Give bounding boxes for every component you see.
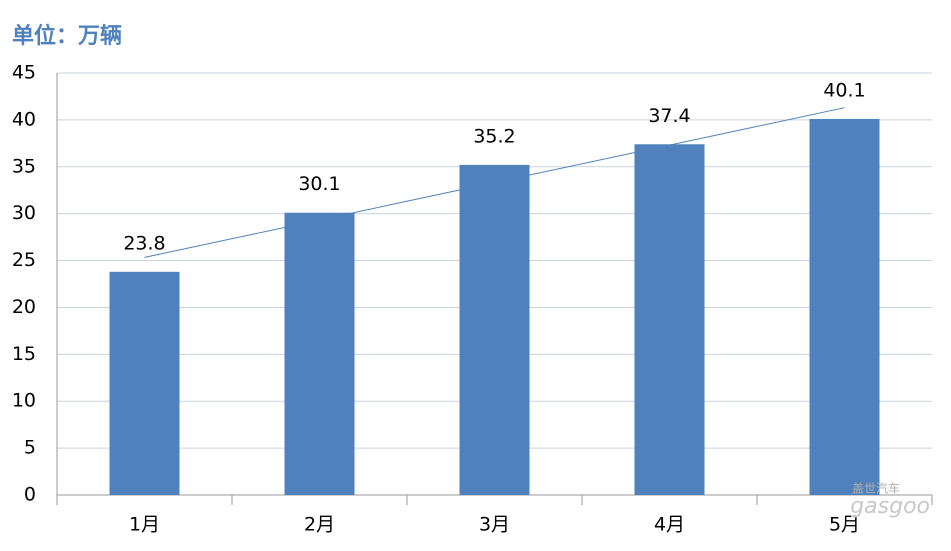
data-label: 30.1 (298, 173, 340, 195)
watermark: 盖世汽车 (852, 481, 900, 496)
bar (284, 212, 355, 495)
y-tick-label: 45 (12, 62, 36, 84)
y-tick-label: 10 (12, 390, 36, 412)
data-label: 35.2 (473, 125, 515, 147)
bar (459, 164, 530, 495)
x-tick-label: 3月 (479, 514, 510, 536)
data-label: 40.1 (823, 79, 865, 101)
y-tick-label: 30 (12, 202, 36, 224)
x-tick-label: 1月 (129, 514, 160, 536)
y-tick-label: 25 (12, 249, 36, 271)
y-tick-label: 20 (12, 296, 36, 318)
y-tick-label: 5 (24, 437, 36, 459)
bar (109, 271, 180, 495)
x-tick-label: 5月 (829, 514, 860, 536)
watermark: gasgoo (850, 494, 930, 519)
data-label: 37.4 (648, 105, 690, 127)
bar (634, 144, 705, 495)
y-tick-label: 0 (24, 484, 36, 506)
x-tick-label: 4月 (654, 514, 685, 536)
y-tick-label: 40 (12, 108, 36, 130)
y-tick-label: 35 (12, 155, 36, 177)
chart-title: 单位：万辆 (12, 23, 122, 49)
y-tick-label: 15 (12, 343, 36, 365)
bar (809, 118, 880, 495)
data-label: 23.8 (123, 232, 165, 254)
trend-line (144, 107, 845, 258)
x-tick-label: 2月 (304, 514, 335, 536)
